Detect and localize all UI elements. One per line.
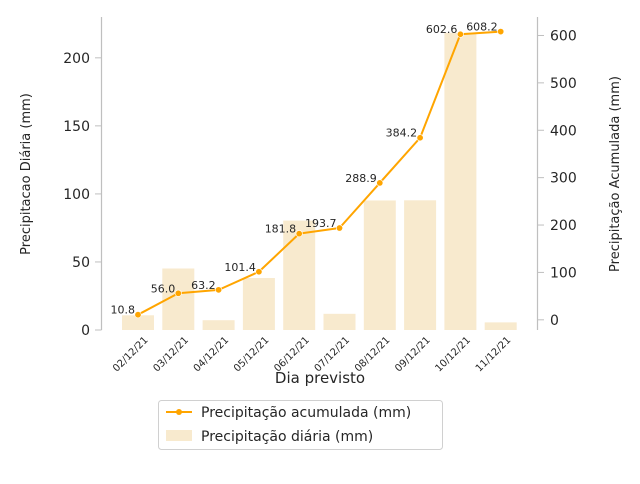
accumulated-point-09/12/21 — [416, 134, 424, 142]
accumulated-point-02/12/21 — [134, 311, 142, 319]
left-axis-label: Precipitacao Diária (mm) — [19, 93, 34, 255]
x-tick-label-02/12/21: 02/12/21 — [111, 335, 151, 375]
accumulated-point-05/12/21 — [255, 268, 263, 276]
bar-08/12/21 — [363, 200, 396, 330]
x-axis-label: Dia previsto — [275, 369, 365, 387]
accumulated-point-11/12/21 — [497, 28, 505, 36]
bar-09/12/21 — [404, 200, 437, 330]
accumulated-data-label-10/12/21: 602.6 — [426, 23, 458, 36]
bar-10/12/21 — [444, 32, 477, 331]
legend-label-daily: Precipitação diária (mm) — [201, 429, 373, 445]
accumulated-data-label-02/12/21: 10.8 — [111, 304, 136, 317]
accumulated-data-label-04/12/21: 63.2 — [191, 279, 216, 292]
accumulated-point-10/12/21 — [456, 30, 464, 38]
x-tick-label-03/12/21: 03/12/21 — [151, 335, 191, 375]
right-tick-label-300: 300 — [550, 171, 577, 187]
accumulated-data-label-03/12/21: 56.0 — [151, 282, 176, 295]
left-tick-label-100: 100 — [63, 187, 90, 203]
bar-11/12/21 — [484, 322, 517, 330]
x-tick-label-09/12/21: 09/12/21 — [393, 335, 433, 375]
accumulated-data-label-07/12/21: 193.7 — [305, 217, 337, 230]
right-tick-label-0: 0 — [550, 313, 559, 329]
legend-line-marker — [176, 409, 182, 415]
accumulated-data-label-11/12/21: 608.2 — [466, 21, 498, 34]
x-tick-label-04/12/21: 04/12/21 — [192, 335, 232, 375]
right-tick-label-600: 600 — [550, 28, 577, 44]
accumulated-line — [137, 30, 501, 316]
right-axis-label: Precipitação Acumulada (mm) — [608, 76, 623, 272]
right-tick-label-400: 400 — [550, 123, 577, 139]
accumulated-point-03/12/21 — [174, 289, 182, 297]
bar-06/12/21 — [283, 220, 316, 330]
bar-07/12/21 — [323, 313, 356, 330]
left-tick-label-0: 0 — [81, 323, 90, 339]
accumulated-point-07/12/21 — [335, 224, 343, 232]
legend: Precipitação acumulada (mm) Precipitação… — [158, 400, 443, 450]
legend-frame — [158, 400, 443, 450]
accumulated-point-06/12/21 — [295, 230, 303, 238]
right-tick-label-500: 500 — [550, 76, 577, 92]
accumulated-data-label-09/12/21: 384.2 — [386, 127, 418, 140]
right-tick-label-100: 100 — [550, 265, 577, 281]
bar-05/12/21 — [242, 278, 275, 330]
accumulated-data-label-08/12/21: 288.9 — [345, 172, 377, 185]
bar-04/12/21 — [202, 320, 235, 330]
legend-bar-swatch — [166, 430, 192, 441]
legend-label-accumulated: Precipitação acumulada (mm) — [201, 405, 411, 421]
accumulated-data-label-05/12/21: 101.4 — [224, 261, 256, 274]
bar-02/12/21 — [122, 315, 154, 330]
right-tick-label-200: 200 — [550, 218, 577, 234]
x-tick-label-05/12/21: 05/12/21 — [232, 335, 272, 375]
left-tick-label-150: 150 — [63, 119, 90, 135]
accumulated-point-08/12/21 — [376, 179, 384, 187]
x-tick-label-11/12/21: 11/12/21 — [474, 335, 514, 375]
x-tick-label-10/12/21: 10/12/21 — [434, 335, 474, 375]
left-tick-label-200: 200 — [63, 51, 90, 67]
accumulated-data-label-06/12/21: 181.8 — [265, 223, 297, 236]
left-tick-label-50: 50 — [72, 255, 90, 271]
accumulated-point-04/12/21 — [215, 286, 223, 294]
